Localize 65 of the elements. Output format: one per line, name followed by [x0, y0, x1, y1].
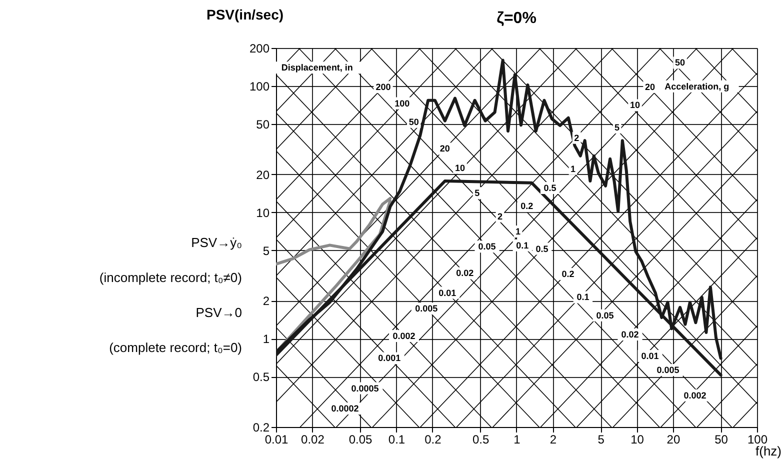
annotation: 200: [376, 82, 391, 92]
y-tick-label: 0.5: [252, 370, 270, 384]
x-tick-label: 0.5: [472, 432, 490, 446]
annotation: 0.005: [415, 304, 438, 314]
y-tick-label: 2: [262, 294, 270, 308]
annotation: 0.02: [456, 268, 474, 278]
annotation: 0.0005: [351, 383, 379, 394]
text: (complete record; t₀=0): [109, 340, 242, 355]
annotation: 5: [614, 122, 620, 132]
x-tick-label: 5: [598, 432, 605, 446]
x-tick-label: 0.1: [388, 432, 406, 446]
x-tick-label: 100: [747, 432, 768, 446]
annotation: 1: [516, 226, 521, 237]
annotation: 2: [574, 132, 580, 143]
y-tick-label: 100: [249, 80, 270, 94]
annotation: 0.05: [478, 242, 496, 252]
x-tick-label: 0.02: [301, 432, 325, 446]
annotation: Displacement, in: [281, 62, 353, 73]
annotation: 50: [408, 116, 419, 127]
annotation: 10: [455, 162, 466, 173]
x-tick-label: 2: [550, 432, 557, 446]
x-tick-label: 20: [666, 432, 680, 446]
x-tick-label: 1: [514, 432, 521, 446]
y-tick-label: 0.2: [252, 420, 270, 434]
annotation: 0.5: [536, 244, 548, 254]
annotation: 0.002: [392, 331, 416, 342]
chart-title: ζ=0%: [496, 10, 536, 27]
y-tick-label: 10: [256, 206, 270, 220]
y-tick-label: 20: [256, 168, 270, 182]
annotation: 0.01: [641, 350, 659, 361]
annotation: 5: [474, 188, 480, 198]
annotation: 1: [570, 164, 576, 174]
x-tick-label: 50: [714, 432, 728, 446]
annotation: 0.2: [520, 201, 534, 212]
annotation: Acceleration, g: [664, 81, 730, 92]
annotation: 20: [440, 144, 450, 154]
annotation: 0.001: [378, 353, 401, 364]
annotation: 0.1: [516, 240, 529, 250]
annotation: 0.02: [621, 329, 639, 340]
text: (incomplete record; t₀≠0): [99, 270, 242, 285]
annotation: 0.2: [562, 269, 574, 280]
text: PSV→ẏ₀: [191, 235, 242, 250]
annotation: 20: [645, 82, 656, 92]
x-tick-label: 10: [630, 432, 644, 446]
y-axis-title: PSV(in/sec): [206, 6, 284, 22]
annotation: 0.005: [656, 365, 680, 376]
annotation: 50: [675, 58, 686, 68]
annotation: 0.01: [438, 288, 456, 298]
y-tick-label: 1: [262, 332, 270, 346]
annotation: 0.002: [684, 390, 706, 400]
annotation: 0.5: [544, 182, 556, 193]
x-tick-label: 0.01: [264, 432, 288, 446]
annotation: 10: [630, 100, 640, 110]
annotation: 0.05: [596, 310, 614, 320]
annotation: 100: [394, 98, 410, 108]
annotation: 0.1: [576, 292, 590, 302]
annotation: 0.0002: [331, 404, 359, 414]
y-tick-label: 200: [249, 42, 270, 56]
x-axis-title: f(hz): [756, 444, 782, 458]
text: PSV→0: [196, 305, 242, 320]
x-tick-label: 0.05: [348, 432, 373, 446]
y-tick-label: 50: [256, 118, 270, 132]
y-tick-label: 5: [262, 244, 270, 258]
annotation: 2: [497, 211, 502, 222]
x-tick-label: 0.2: [424, 432, 442, 446]
